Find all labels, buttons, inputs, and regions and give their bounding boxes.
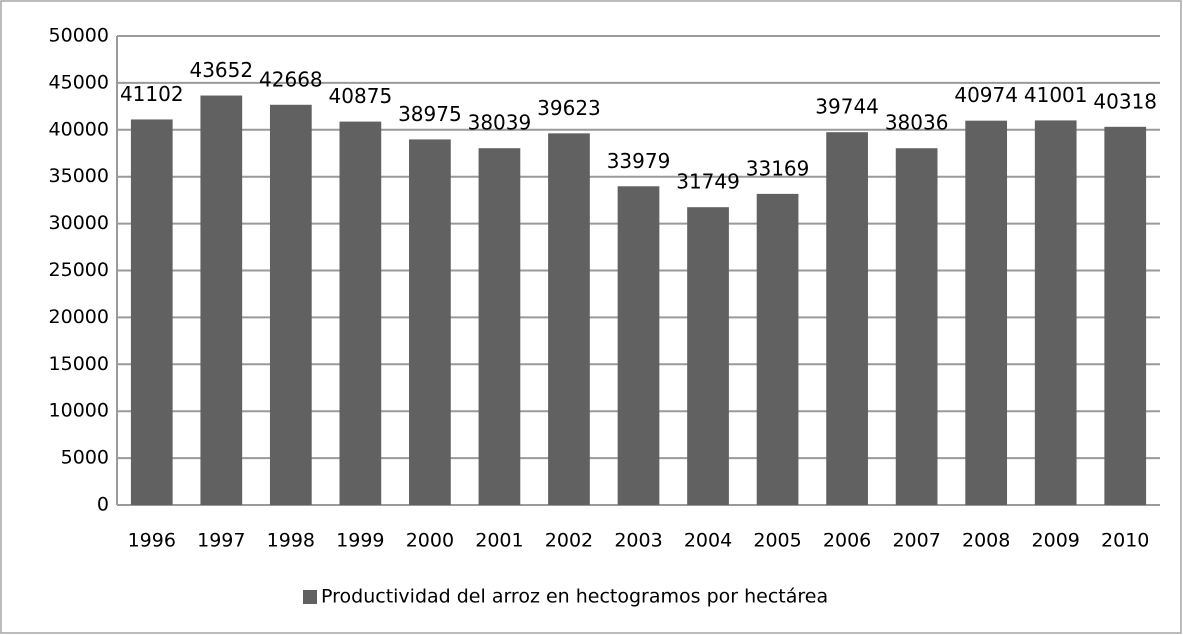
bar [478,148,521,505]
x-tick-label: 2003 [614,530,662,552]
x-tick-label: 2005 [753,530,801,552]
bar [756,193,799,505]
y-tick-label: 45000 [49,71,109,93]
x-tick-label: 2002 [545,530,593,552]
y-tick-label: 25000 [49,259,109,281]
bar [130,119,173,505]
value-label: 38036 [885,111,949,135]
value-label: 38039 [468,111,532,135]
bar [826,132,868,505]
bar [1034,120,1077,506]
x-tick-label: 2000 [406,530,454,552]
value-label: 33979 [607,149,671,173]
x-tick-label: 2001 [475,530,523,552]
bar [617,186,660,505]
y-tick-label: 20000 [49,306,109,328]
value-label: 41102 [120,82,184,106]
bar [269,104,312,505]
y-tick-label: 15000 [49,353,109,375]
x-tick-label: 2007 [892,530,940,552]
value-label: 40318 [1093,89,1157,113]
x-tick-label: 1996 [128,530,176,552]
x-tick-label: 2004 [684,530,732,552]
y-tick-label: 0 [97,494,109,516]
value-label: 39744 [815,95,879,119]
y-tick-label: 35000 [49,165,109,187]
value-label: 38975 [398,102,462,126]
bar [548,133,590,506]
legend-label: Productividad del arroz en hectogramos p… [321,586,828,608]
value-label: 31749 [676,170,740,194]
x-tick-label: 2008 [962,530,1010,552]
x-tick-label: 2010 [1101,530,1149,552]
x-tick-label: 2006 [823,530,871,552]
x-tick-label: 1998 [267,530,315,552]
x-tick-label: 2009 [1032,530,1080,552]
legend-swatch [303,590,317,604]
value-label: 42668 [259,67,323,91]
y-tick-label: 5000 [61,447,109,469]
y-tick-label: 30000 [49,212,109,234]
bar [339,121,382,505]
bar [687,207,729,505]
value-label: 43652 [189,58,253,82]
y-tick-label: 10000 [49,400,109,422]
x-tick-label: 1999 [336,530,384,552]
value-label: 40875 [329,84,393,108]
bar [200,95,243,505]
value-label: 39623 [537,96,601,120]
y-tick-label: 50000 [49,25,109,47]
bar [1104,126,1147,505]
x-tick-label: 1997 [197,530,245,552]
y-tick-label: 40000 [49,118,109,140]
value-label: 33169 [746,156,810,180]
bar [409,139,451,506]
value-label: 40974 [954,83,1018,107]
value-label: 41001 [1024,83,1088,107]
bar [965,120,1008,505]
bar [895,148,938,505]
